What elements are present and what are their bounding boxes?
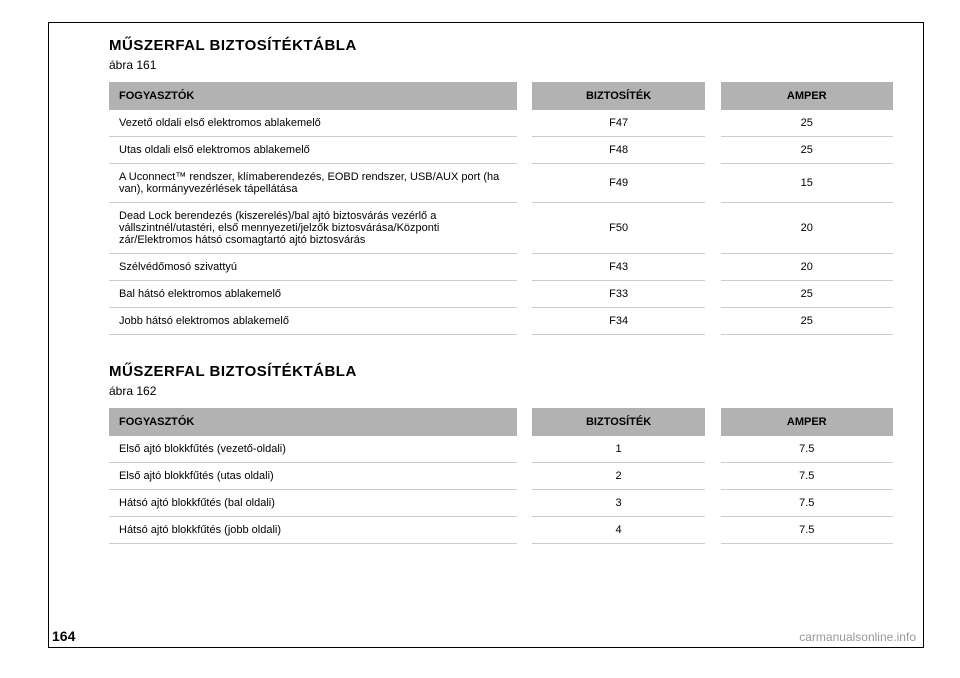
row-desc: Bal hátsó elektromos ablakemelő [109, 281, 517, 308]
row-desc: Vezető oldali első elektromos ablakemelő [109, 110, 517, 137]
row-spacer [705, 436, 721, 463]
table-row: Bal hátsó elektromos ablakemelő F33 25 [109, 281, 893, 308]
row-desc: Dead Lock berendezés (kiszerelés)/bal aj… [109, 203, 517, 254]
row-amp: 20 [721, 254, 893, 281]
row-spacer [517, 281, 533, 308]
table-row: Hátsó ajtó blokkfűtés (bal oldali) 3 7.5 [109, 490, 893, 517]
row-spacer [517, 164, 533, 203]
section1-title: MŰSZERFAL BIZTOSÍTÉKTÁBLA [109, 37, 893, 54]
row-amp: 15 [721, 164, 893, 203]
row-amp: 25 [721, 281, 893, 308]
row-amp: 7.5 [721, 463, 893, 490]
row-fuse: F34 [532, 308, 704, 335]
row-fuse: 2 [532, 463, 704, 490]
row-fuse: 3 [532, 490, 704, 517]
row-fuse: F50 [532, 203, 704, 254]
row-desc: Utas oldali első elektromos ablakemelő [109, 137, 517, 164]
row-spacer [517, 203, 533, 254]
table2-header-row: FOGYASZTÓK BIZTOSÍTÉK AMPER [109, 408, 893, 436]
table1-header-spacer2 [705, 82, 721, 110]
section1-subtitle: ábra 161 [109, 58, 893, 72]
row-spacer [517, 436, 533, 463]
table2-header-fuse: BIZTOSÍTÉK [532, 408, 704, 436]
row-desc: Első ajtó blokkfűtés (vezető-oldali) [109, 436, 517, 463]
row-fuse: F49 [532, 164, 704, 203]
table-row: Utas oldali első elektromos ablakemelő F4… [109, 137, 893, 164]
table1-header-row: FOGYASZTÓK BIZTOSÍTÉK AMPER [109, 82, 893, 110]
row-spacer [517, 308, 533, 335]
row-fuse: 4 [532, 517, 704, 544]
row-amp: 25 [721, 137, 893, 164]
table1-header-fuse: BIZTOSÍTÉK [532, 82, 704, 110]
row-spacer [705, 164, 721, 203]
row-spacer [517, 254, 533, 281]
row-amp: 20 [721, 203, 893, 254]
row-spacer [705, 308, 721, 335]
section2-subtitle: ábra 162 [109, 384, 893, 398]
row-spacer [517, 463, 533, 490]
row-spacer [517, 110, 533, 137]
row-amp: 25 [721, 110, 893, 137]
table-row: Vezető oldali első elektromos ablakemelő… [109, 110, 893, 137]
table-row: Szélvédőmosó szivattyú F43 20 [109, 254, 893, 281]
table-row: Első ajtó blokkfűtés (utas oldali) 2 7.5 [109, 463, 893, 490]
row-amp: 7.5 [721, 490, 893, 517]
row-spacer [517, 517, 533, 544]
table2-header-amper: AMPER [721, 408, 893, 436]
row-desc: Hátsó ajtó blokkfűtés (bal oldali) [109, 490, 517, 517]
table2-header-spacer1 [517, 408, 533, 436]
table1-header-amper: AMPER [721, 82, 893, 110]
fuse-table-1: FOGYASZTÓK BIZTOSÍTÉK AMPER Vezető oldal… [109, 82, 893, 335]
fuse-table-2: FOGYASZTÓK BIZTOSÍTÉK AMPER Első ajtó bl… [109, 408, 893, 544]
row-spacer [705, 254, 721, 281]
table2-header-consumers: FOGYASZTÓK [109, 408, 517, 436]
table-row: Első ajtó blokkfűtés (vezető-oldali) 1 7.5 [109, 436, 893, 463]
page-number: 164 [52, 628, 75, 644]
row-spacer [705, 110, 721, 137]
row-desc: A Uconnect™ rendszer, klímaberendezés, E… [109, 164, 517, 203]
section2-title: MŰSZERFAL BIZTOSÍTÉKTÁBLA [109, 363, 893, 380]
footer-url: carmanualsonline.info [799, 630, 916, 644]
row-spacer [705, 490, 721, 517]
page-frame: MŰSZERFAL BIZTOSÍTÉKTÁBLA ábra 161 FOGYA… [48, 22, 924, 648]
table2-header-spacer2 [705, 408, 721, 436]
row-spacer [705, 517, 721, 544]
row-spacer [705, 463, 721, 490]
table-row: Hátsó ajtó blokkfűtés (jobb oldali) 4 7.5 [109, 517, 893, 544]
row-amp: 7.5 [721, 517, 893, 544]
row-desc: Hátsó ajtó blokkfűtés (jobb oldali) [109, 517, 517, 544]
table1-header-spacer1 [517, 82, 533, 110]
row-spacer [517, 137, 533, 164]
row-amp: 7.5 [721, 436, 893, 463]
table-row: Jobb hátsó elektromos ablakemelő F34 25 [109, 308, 893, 335]
row-fuse: 1 [532, 436, 704, 463]
row-spacer [517, 490, 533, 517]
row-desc: Szélvédőmosó szivattyú [109, 254, 517, 281]
row-spacer [705, 281, 721, 308]
row-fuse: F43 [532, 254, 704, 281]
table1-header-consumers: FOGYASZTÓK [109, 82, 517, 110]
row-fuse: F47 [532, 110, 704, 137]
row-fuse: F48 [532, 137, 704, 164]
row-spacer [705, 203, 721, 254]
table-row: A Uconnect™ rendszer, klímaberendezés, E… [109, 164, 893, 203]
row-fuse: F33 [532, 281, 704, 308]
row-desc: Első ajtó blokkfűtés (utas oldali) [109, 463, 517, 490]
row-spacer [705, 137, 721, 164]
row-desc: Jobb hátsó elektromos ablakemelő [109, 308, 517, 335]
table-row: Dead Lock berendezés (kiszerelés)/bal aj… [109, 203, 893, 254]
row-amp: 25 [721, 308, 893, 335]
